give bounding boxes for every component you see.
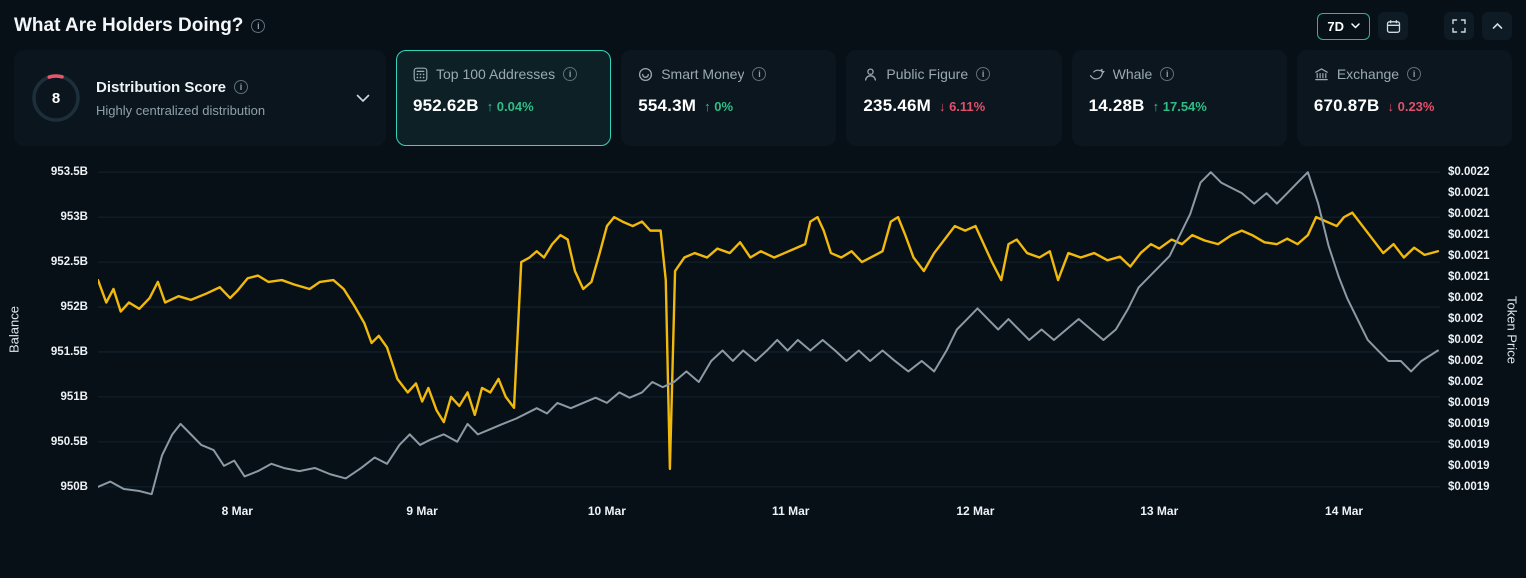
metric-change: ↓ 6.11% [938, 99, 986, 114]
left-axis-tick: 953B [60, 211, 89, 224]
info-icon[interactable] [752, 67, 767, 81]
right-axis-tick: $0.0021 [1448, 229, 1490, 242]
left-axis-labels: 953.5B 953B 952.5B 952B 951.5B 951B 950.5B 950B [24, 162, 98, 497]
metric-value: 235.46M [863, 96, 931, 115]
metric-card-exchange[interactable]: Exchange 670.87B ↓ 0.23% [1296, 50, 1513, 146]
right-axis-tick: $0.002 [1448, 292, 1484, 305]
right-axis-tick: $0.0019 [1448, 459, 1490, 472]
x-axis-labels: 8 Mar 9 Mar 10 Mar 11 Mar 12 Mar 13 Mar 14 Mar [98, 497, 1440, 523]
whale-icon [1089, 67, 1105, 82]
distribution-score-gauge: 8 [30, 72, 82, 124]
right-axis-tick: $0.0022 [1448, 166, 1490, 179]
x-axis-tick: 13 Mar [1140, 504, 1179, 518]
metric-cards: Top 100 Addresses 952.62B ↑ 0.04% Smart Mon… [396, 50, 1513, 146]
right-axis-tick: $0.0021 [1448, 208, 1490, 221]
left-axis-tick: 951.5B [50, 345, 88, 358]
x-axis-tick: 8 Mar [221, 504, 253, 518]
metric-label: Exchange [1336, 66, 1400, 82]
metric-change: ↑ 0% [704, 99, 734, 114]
left-axis-tick: 952.5B [50, 256, 88, 269]
metric-label: Public Figure [886, 66, 969, 82]
chart-plot-area[interactable]: 8 Mar 9 Mar 10 Mar 11 Mar 12 Mar 13 Mar 14 Mar [98, 162, 1440, 523]
chevron-down-icon[interactable] [356, 94, 370, 103]
chevron-up-icon [1492, 22, 1502, 29]
distribution-score-subtitle: Highly centralized distribution [96, 102, 266, 118]
left-axis-tick: 950.5B [50, 435, 88, 448]
x-axis-tick: 11 Mar [772, 504, 810, 518]
right-axis-labels: $0.0022 $0.0021 $0.0021 $0.0021 $0.0021 $0.00… [1440, 162, 1502, 497]
distribution-score-text: Distribution Score Highly centralized di… [96, 79, 265, 118]
time-range-value: 7D [1327, 18, 1344, 34]
left-axis-title: Balance [6, 306, 22, 353]
fullscreen-button[interactable] [1444, 12, 1474, 40]
distribution-score-title: Distribution Score [96, 78, 227, 96]
distribution-score-value: 8 [51, 89, 61, 107]
collapse-button[interactable] [1482, 12, 1512, 40]
right-axis-tick: $0.002 [1448, 375, 1484, 388]
right-axis-tick: $0.002 [1448, 333, 1484, 346]
info-icon[interactable] [1407, 67, 1422, 81]
widget-header: What Are Holders Doing? 7D [0, 0, 1526, 48]
metric-card-smart-money[interactable]: Smart Money 554.3M ↑ 0% [621, 50, 837, 146]
metric-value: 952.62B [413, 96, 479, 115]
calendar-icon [1386, 19, 1400, 33]
x-axis-tick: 14 Mar [1325, 504, 1364, 518]
metric-card-whale[interactable]: Whale 14.28B ↑ 17.54% [1071, 50, 1287, 146]
x-axis-tick: 12 Mar [956, 504, 995, 518]
page-title: What Are Holders Doing? [14, 15, 244, 36]
info-icon[interactable] [234, 80, 249, 94]
metric-label: Top 100 Addresses [436, 66, 556, 82]
right-axis-tick: $0.0019 [1448, 396, 1490, 409]
person-icon [863, 67, 878, 82]
metric-change: ↑ 0.04% [486, 99, 534, 114]
metric-value: 670.87B [1313, 96, 1380, 115]
stat-cards-row: 8 Distribution Score Highly centralized … [0, 48, 1526, 146]
right-axis-tick: $0.0019 [1448, 438, 1490, 451]
bank-icon [1314, 67, 1329, 82]
right-axis-tick: $0.0021 [1448, 250, 1490, 263]
right-axis-tick: $0.0019 [1448, 417, 1490, 430]
left-axis-tick: 953.5B [50, 166, 88, 179]
metric-value: 554.3M [638, 96, 697, 115]
fullscreen-icon [1452, 19, 1466, 33]
x-axis-tick: 9 Mar [406, 504, 438, 518]
holders-chart: Balance 953.5B 953B 952.5B 952B 951.5B 951B 95… [0, 162, 1526, 523]
x-axis-tick: 10 Mar [587, 504, 626, 518]
calendar-button[interactable] [1378, 12, 1408, 40]
info-icon[interactable] [976, 67, 991, 81]
metric-value: 14.28B [1088, 96, 1145, 115]
right-axis-title: Token Price [1504, 295, 1520, 364]
info-icon[interactable] [563, 67, 578, 81]
info-icon[interactable] [1160, 67, 1175, 81]
metric-card-top100[interactable]: Top 100 Addresses 952.62B ↑ 0.04% [396, 50, 612, 146]
right-axis-tick: $0.0021 [1448, 187, 1490, 200]
distribution-score-card[interactable]: 8 Distribution Score Highly centralized … [14, 50, 386, 146]
chevron-down-icon [1351, 23, 1360, 29]
header-controls: 7D [1317, 12, 1512, 40]
left-axis-tick: 952B [60, 301, 89, 314]
keypad-icon [413, 67, 428, 82]
right-axis-tick: $0.002 [1448, 354, 1484, 367]
right-axis-tick: $0.002 [1448, 313, 1484, 325]
right-axis-tick: $0.0019 [1448, 480, 1490, 493]
left-axis-tick: 951B [60, 390, 89, 403]
metric-label: Smart Money [661, 66, 745, 82]
metric-change: ↓ 0.23% [1387, 99, 1435, 114]
info-icon[interactable] [251, 19, 266, 33]
chart-canvas [98, 162, 1440, 497]
metric-change: ↑ 17.54% [1152, 99, 1207, 114]
time-range-selector[interactable]: 7D [1317, 12, 1370, 40]
metric-card-public-figure[interactable]: Public Figure 235.46M ↓ 6.11% [846, 50, 1062, 146]
metric-label: Whale [1112, 66, 1153, 82]
coin-icon [638, 67, 653, 82]
left-axis-tick: 950B [60, 480, 89, 493]
right-axis-tick: $0.0021 [1448, 271, 1490, 284]
